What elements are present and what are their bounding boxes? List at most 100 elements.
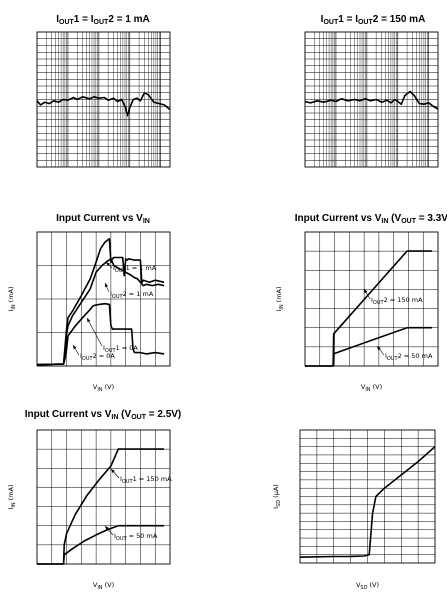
x-axis-label-part: V <box>93 383 98 391</box>
series-annotation: IOUT1 = 0A <box>103 344 138 354</box>
series-annotation-subscript: OUT <box>122 479 134 485</box>
x-axis-label: VSD (V) <box>356 581 379 591</box>
series-line-2 <box>37 524 165 565</box>
series-annotation-subscript: OUT <box>82 356 94 362</box>
series-annotation-part: 2 = 1 mA <box>123 290 154 298</box>
series-line-1 <box>36 237 165 366</box>
chart-title: Input Current vs VIN <box>56 213 150 225</box>
chart-title: Input Current vs VIN (VOUT = 2.5V) <box>25 409 182 421</box>
series-annotation: IOUT1 = 150 mA <box>120 475 172 485</box>
series-annotation-part: I <box>385 352 387 360</box>
arrow-icon <box>106 262 110 266</box>
y-axis-label-subscript: IN <box>11 304 17 309</box>
series-annotation-part: I <box>103 344 105 352</box>
chart-6: VSD (V) ISD (µA) <box>272 429 436 591</box>
gridlines <box>299 429 436 564</box>
series-annotation-subscript: OUT <box>373 300 385 306</box>
series-annotation: IOUT2 = 150 mA <box>371 296 423 306</box>
series-annotation-subscript: OUT <box>387 356 399 362</box>
arrow-icon <box>364 289 368 294</box>
y-axis-label-part: (mA) <box>7 484 15 502</box>
y-axis-label: ISD (µA) <box>272 484 282 509</box>
chart-title-part: = 3.3V) <box>416 213 447 224</box>
series-line-2 <box>36 257 165 366</box>
series-annotation-part: 2 = 0A <box>93 352 116 360</box>
series-line-3 <box>36 302 165 366</box>
chart-subtitle-part: I <box>56 14 59 25</box>
arrow-icon <box>87 318 91 323</box>
arrow-icon <box>111 469 115 474</box>
series-annotation-part: I <box>114 532 116 540</box>
chart-title-subscript: OUT <box>131 414 147 421</box>
y-axis-label-part: (mA) <box>7 286 15 304</box>
x-axis-label-subscript: SD <box>360 585 367 591</box>
series-annotation-part: 2 = 50 mA <box>398 352 433 360</box>
x-axis-label: VIN (V) <box>361 383 382 393</box>
chart-subtitle-subscript: OUT <box>358 19 374 26</box>
x-axis-label-part: (V) <box>371 383 383 391</box>
series-annotation-part: 1 = 1 mA <box>126 264 157 272</box>
gridlines <box>304 31 439 168</box>
chart-subtitle-subscript: OUT <box>323 19 339 26</box>
y-axis-label-part: I <box>7 508 15 510</box>
x-axis-label-subscript: IN <box>97 585 102 591</box>
chart-subtitle-part: I <box>321 14 324 25</box>
chart-subtitle-part: 2 = 150 mA <box>373 14 426 25</box>
series-annotation-part: I <box>120 475 122 483</box>
arrow-icon <box>105 526 109 531</box>
chart-subtitle-subscript: OUT <box>94 19 110 26</box>
series-annotation: IOUT2 = 0A <box>80 352 115 362</box>
y-axis-label: IIN (mA) <box>275 286 285 311</box>
plot-frame <box>304 31 439 168</box>
plot-frame <box>299 429 436 564</box>
chart-title-part: = 2.5V) <box>146 409 181 420</box>
chart-title-subscript: IN <box>143 218 150 225</box>
chart-subtitle-part: 2 = 1 mA <box>108 14 149 25</box>
series-annotation: IOUT = 50 mA <box>114 532 158 542</box>
y-axis-label-subscript: IN <box>279 304 285 309</box>
chart-title-part: Input Current vs V <box>295 213 382 224</box>
series-annotation-part: I <box>110 290 112 298</box>
chart-title-part: Input Current vs V <box>56 213 143 224</box>
series-line-1 <box>36 92 171 117</box>
series-annotation: IOUT2 = 50 mA <box>385 352 433 362</box>
gridlines <box>36 31 171 168</box>
y-axis-label-subscript: IN <box>11 502 17 507</box>
series-line-1 <box>299 446 436 558</box>
chart-subtitle: IOUT1 = IOUT2 = 150 mA <box>321 14 426 26</box>
gridlines <box>36 429 171 565</box>
annotation-leader <box>86 317 103 347</box>
x-axis-label-subscript: IN <box>365 387 370 393</box>
chart-subtitle: IOUT1 = IOUT2 = 1 mA <box>56 14 150 26</box>
chart-2: IOUT1 = IOUT2 = 150 mA <box>304 14 439 168</box>
series-line-2 <box>305 326 433 367</box>
plot-frame <box>36 31 171 168</box>
y-axis-label-part: I <box>7 310 15 312</box>
series-annotation-part: 1 = 0A <box>116 344 139 352</box>
x-axis-label-part: (V) <box>103 383 115 391</box>
series-annotation-subscript: OUT <box>116 536 128 542</box>
series-annotation-subscript: OUT <box>105 348 117 354</box>
x-axis-label: VIN (V) <box>93 581 114 591</box>
chart-title-subscript: IN <box>381 218 388 225</box>
chart-title-subscript: OUT <box>401 218 417 225</box>
series-annotation: IOUT1 = 1 mA <box>113 264 157 274</box>
x-axis-label: VIN (V) <box>93 383 114 393</box>
series-annotation-part: = 50 mA <box>127 532 158 540</box>
y-axis-label: IIN (mA) <box>7 286 17 311</box>
series-annotation-part: 2 = 150 mA <box>384 296 424 304</box>
chart-4: Input Current vs VIN (VOUT = 3.3V)VIN (V… <box>275 213 447 393</box>
y-axis-label-part: I <box>275 310 283 312</box>
arrow-icon <box>377 346 381 351</box>
series-annotation-part: 1 = 150 mA <box>133 475 173 483</box>
chart-title-part: (V <box>388 213 401 224</box>
plot-frame <box>36 429 171 565</box>
x-axis-label-part: V <box>361 383 366 391</box>
x-axis-label-part: (V) <box>367 581 379 589</box>
chart-1: IOUT1 = IOUT2 = 1 mA <box>36 14 171 168</box>
chart-title-part: (V <box>118 409 131 420</box>
chart-subtitle-part: 1 = I <box>338 14 358 25</box>
series-annotation-subscript: OUT <box>115 268 127 274</box>
